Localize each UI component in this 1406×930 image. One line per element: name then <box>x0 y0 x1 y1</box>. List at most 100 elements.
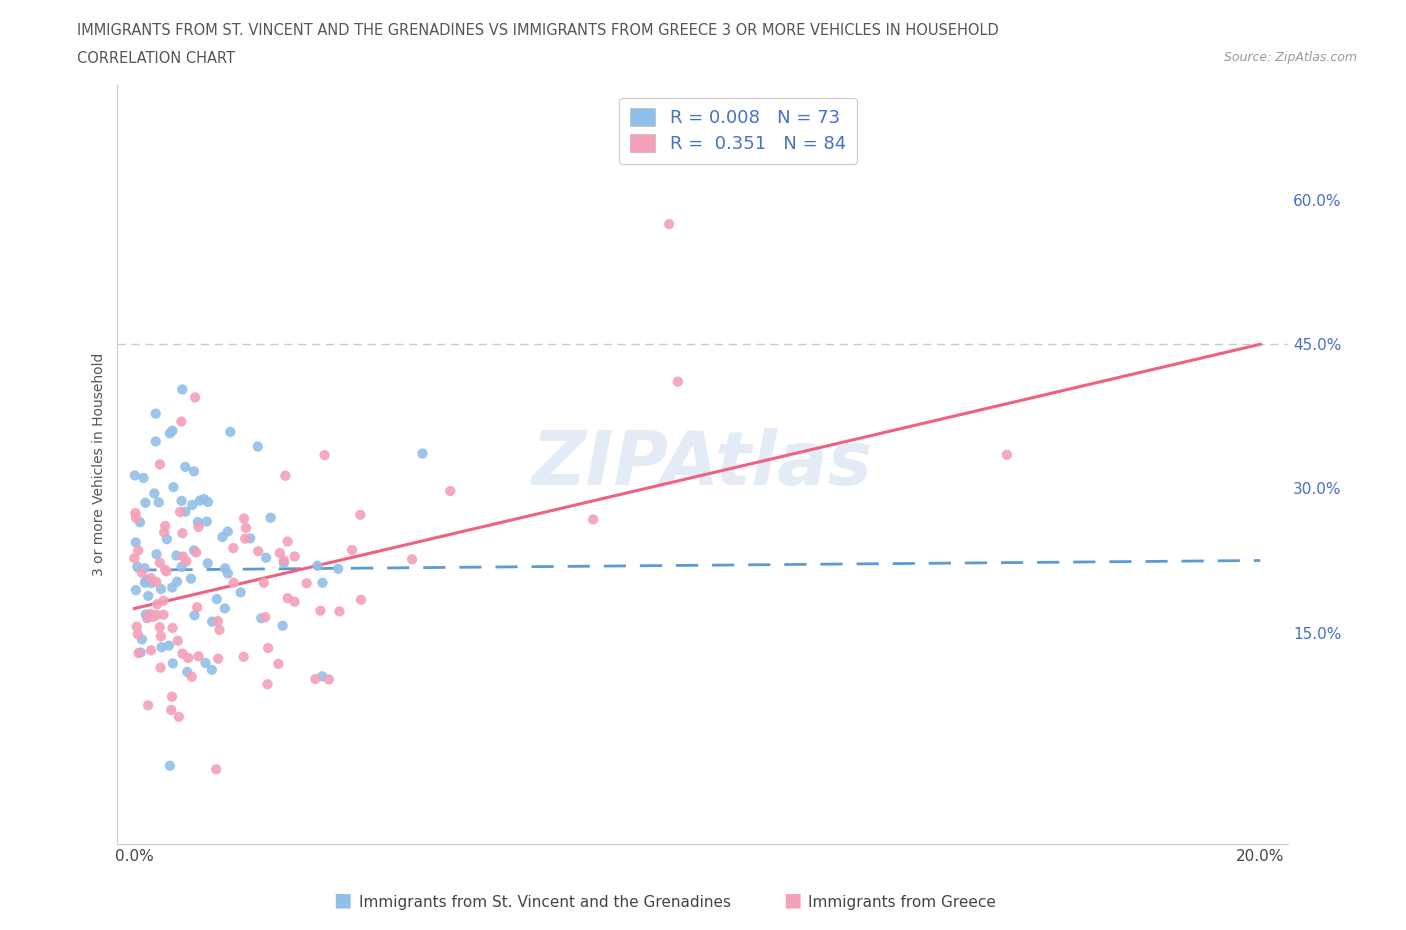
Point <box>295 576 318 591</box>
Point <box>187 520 209 535</box>
Point <box>127 543 149 558</box>
Point <box>172 550 194 565</box>
Point <box>195 514 218 529</box>
Point <box>139 643 162 658</box>
Point <box>257 641 280 656</box>
Point <box>350 592 373 607</box>
Point <box>277 534 299 549</box>
Point <box>284 549 307 564</box>
Point <box>127 559 149 574</box>
Point <box>146 597 169 612</box>
Point <box>159 426 181 441</box>
Point <box>247 544 270 559</box>
Point <box>269 546 291 561</box>
Point <box>166 574 188 589</box>
Point <box>153 525 176 540</box>
Point <box>411 446 433 461</box>
Point <box>157 638 180 653</box>
Point <box>217 566 239 581</box>
Point <box>207 614 229 629</box>
Point <box>127 627 149 642</box>
Point <box>256 677 278 692</box>
Point <box>349 508 371 523</box>
Point <box>309 604 332 618</box>
Point <box>165 548 187 563</box>
Point <box>307 558 329 573</box>
Point <box>219 424 242 439</box>
Point <box>273 553 295 568</box>
Point <box>201 614 224 629</box>
Point <box>167 710 190 724</box>
Point <box>205 591 228 606</box>
Point <box>160 702 183 717</box>
Point <box>153 519 176 534</box>
Point <box>208 622 231 637</box>
Point <box>233 512 256 526</box>
Text: Source: ZipAtlas.com: Source: ZipAtlas.com <box>1223 51 1357 64</box>
Point <box>169 504 191 519</box>
Point <box>328 562 350 577</box>
Point <box>401 551 423 566</box>
Point <box>340 542 363 557</box>
Y-axis label: 3 or more Vehicles in Household: 3 or more Vehicles in Household <box>93 352 107 576</box>
Point <box>145 575 167 590</box>
Point <box>174 459 197 474</box>
Point <box>131 631 153 646</box>
Point <box>160 689 183 704</box>
Point <box>201 662 224 677</box>
Point <box>267 657 290 671</box>
Point <box>150 640 173 655</box>
Point <box>129 515 152 530</box>
Point <box>124 468 146 483</box>
Point <box>136 611 159 626</box>
Text: ■: ■ <box>783 891 801 910</box>
Point <box>214 601 236 616</box>
Point <box>172 525 194 540</box>
Point <box>304 671 326 686</box>
Point <box>250 611 273 626</box>
Point <box>229 585 252 600</box>
Point <box>183 464 205 479</box>
Point <box>222 576 245 591</box>
Point <box>246 439 269 454</box>
Point <box>177 650 200 665</box>
Point <box>180 670 202 684</box>
Point <box>162 620 184 635</box>
Point <box>136 610 159 625</box>
Point <box>162 656 184 671</box>
Point <box>139 606 162 621</box>
Point <box>145 406 167 421</box>
Point <box>186 545 208 560</box>
Text: CORRELATION CHART: CORRELATION CHART <box>77 51 235 66</box>
Point <box>232 649 254 664</box>
Point <box>132 471 155 485</box>
Point <box>188 493 211 508</box>
Point <box>129 645 152 660</box>
Point <box>136 698 159 712</box>
Point <box>205 762 228 777</box>
Text: IMMIGRANTS FROM ST. VINCENT AND THE GRENADINES VS IMMIGRANTS FROM GREECE 3 OR MO: IMMIGRANTS FROM ST. VINCENT AND THE GREN… <box>77 23 1000 38</box>
Point <box>141 576 163 591</box>
Point <box>180 571 202 586</box>
Point <box>259 511 281 525</box>
Point <box>156 532 179 547</box>
Point <box>131 565 153 580</box>
Point <box>328 604 350 618</box>
Point <box>162 423 184 438</box>
Point <box>149 629 172 644</box>
Point <box>187 514 209 529</box>
Point <box>166 633 188 648</box>
Point <box>145 434 167 449</box>
Point <box>314 447 336 462</box>
Point <box>283 594 305 609</box>
Point <box>235 521 257 536</box>
Text: Immigrants from Greece: Immigrants from Greece <box>808 895 997 910</box>
Point <box>439 484 461 498</box>
Point <box>124 506 146 521</box>
Point <box>214 561 236 576</box>
Point <box>183 608 205 623</box>
Point <box>160 580 183 595</box>
Point <box>139 570 162 585</box>
Point <box>152 607 174 622</box>
Point <box>170 494 193 509</box>
